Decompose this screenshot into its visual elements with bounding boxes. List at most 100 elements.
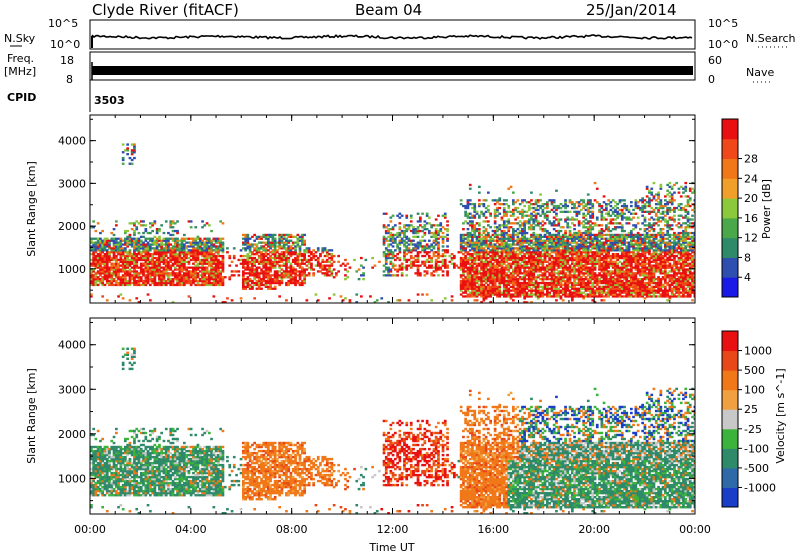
range-cell: [566, 247, 570, 250]
range-cell: [267, 233, 270, 237]
range-cell: [382, 264, 386, 267]
range-cell: [514, 281, 517, 285]
range-cell: [518, 229, 522, 233]
range-cell: [512, 231, 515, 235]
range-cell: [173, 249, 177, 252]
range-cell: [595, 281, 599, 285]
range-cell: [173, 262, 177, 265]
range-cell: [516, 233, 520, 237]
range-cell: [208, 247, 211, 250]
range-cell: [586, 268, 590, 271]
range-cell: [242, 281, 245, 285]
range-cell: [521, 241, 524, 244]
range-cell: [575, 291, 579, 294]
range-cell: [180, 247, 184, 250]
range-cell: [185, 247, 188, 250]
range-cell: [521, 283, 524, 287]
range-cell: [507, 279, 511, 283]
range-cell: [593, 181, 597, 185]
range-cell: [180, 253, 184, 256]
range-cell: [582, 235, 585, 238]
range-cell: [92, 264, 95, 267]
range-cell: [564, 229, 567, 233]
range-cell: [414, 247, 418, 250]
range-cell: [462, 285, 465, 288]
range-cell: [239, 262, 243, 265]
range-cell: [516, 239, 520, 242]
range-cell: [500, 216, 504, 219]
range-cell: [493, 281, 497, 285]
range-cell: [584, 233, 588, 237]
range-cell: [92, 243, 95, 246]
range-cell: [130, 228, 134, 231]
range-cell: [539, 262, 542, 265]
range-cell: [133, 281, 136, 285]
range-cell: [101, 249, 104, 252]
range-cell: [527, 260, 531, 263]
range-cell: [133, 270, 136, 273]
range-cell: [180, 262, 184, 265]
range-cell: [541, 239, 545, 242]
range-cell: [160, 281, 163, 285]
range-cell: [509, 262, 513, 265]
range-cell: [169, 266, 173, 269]
range-cell: [493, 256, 497, 260]
range-cell: [135, 264, 139, 267]
range-cell: [396, 231, 399, 235]
range-cell: [201, 260, 204, 263]
range-cell: [589, 285, 592, 288]
range-cell: [407, 258, 411, 262]
range-cell: [480, 279, 483, 283]
range-cell: [133, 278, 136, 281]
range-cell: [103, 266, 107, 269]
range-cell: [507, 220, 511, 223]
range-cell: [523, 297, 526, 300]
range-cell: [500, 268, 504, 271]
range-cell: [384, 226, 388, 229]
range-cell: [521, 233, 524, 237]
range-cell: [176, 220, 179, 223]
range-cell: [171, 226, 175, 229]
range-cell: [605, 276, 608, 279]
range-cell: [217, 264, 220, 267]
range-cell: [298, 258, 302, 262]
range-cell: [500, 274, 504, 277]
range-cell: [484, 199, 488, 202]
range-cell: [291, 258, 295, 262]
range-cell: [536, 220, 540, 223]
range-cell: [577, 278, 581, 281]
range-cell: [523, 276, 526, 279]
range-cell: [382, 224, 386, 227]
range-cell: [478, 247, 481, 250]
range-cell: [482, 229, 486, 233]
range-cell: [121, 274, 125, 277]
range-cell: [101, 243, 104, 246]
range-cell: [543, 206, 547, 210]
range-cell: [525, 256, 529, 260]
range-cell: [325, 274, 329, 277]
range-cell: [321, 266, 325, 269]
range-cell: [301, 254, 304, 258]
range-cell: [298, 254, 302, 258]
range-cell: [466, 266, 470, 269]
range-cell: [559, 281, 563, 285]
range-cell: [432, 224, 436, 227]
range-cell: [512, 251, 515, 254]
range-cell: [269, 270, 272, 273]
range-cell: [521, 231, 524, 235]
range-cell: [289, 239, 293, 242]
range-cell: [248, 247, 252, 250]
range-cell: [561, 258, 565, 262]
range-cell: [598, 289, 601, 292]
range-cell: [568, 276, 572, 279]
range-cell: [149, 278, 152, 281]
range-cell: [489, 264, 492, 267]
range-cell: [478, 276, 481, 279]
range-cell: [278, 266, 281, 269]
range-cell: [346, 270, 350, 273]
range-cell: [509, 295, 513, 298]
range-cell: [112, 239, 116, 242]
range-cell: [173, 243, 177, 246]
range-cell: [414, 258, 418, 262]
range-cell: [478, 214, 481, 217]
